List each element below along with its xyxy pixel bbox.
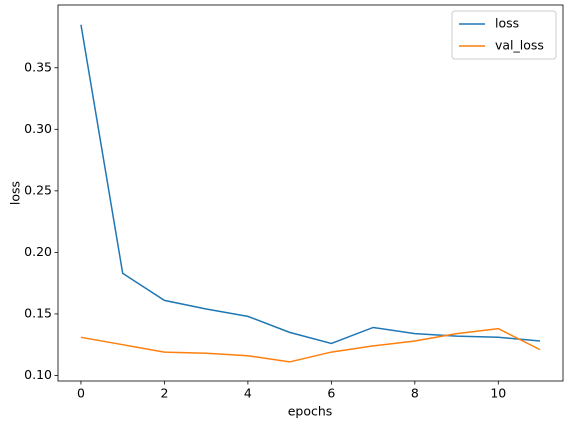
y-tick-label: 0.25 — [24, 182, 52, 197]
y-tick-label: 0.20 — [24, 244, 52, 259]
legend-box — [451, 10, 557, 60]
x-tick-label: 10 — [490, 386, 506, 401]
x-tick-label: 8 — [411, 386, 419, 401]
y-tick-label: 0.30 — [24, 121, 52, 136]
x-axis-label: epochs — [288, 404, 333, 419]
y-tick-label: 0.35 — [24, 59, 52, 74]
y-axis-label: loss — [8, 181, 23, 205]
x-tick-label: 6 — [327, 386, 335, 401]
legend-label: val_loss — [495, 38, 544, 53]
y-tick-label: 0.15 — [24, 305, 52, 320]
line-series — [80, 327, 541, 363]
y-tick-label: 0.10 — [24, 367, 52, 382]
x-tick-label: 2 — [160, 386, 168, 401]
legend-label: loss — [495, 16, 519, 31]
plot-frame — [57, 4, 564, 382]
line-series — [80, 24, 541, 345]
x-tick-label: 0 — [77, 386, 85, 401]
x-tick-label: 4 — [244, 386, 252, 401]
